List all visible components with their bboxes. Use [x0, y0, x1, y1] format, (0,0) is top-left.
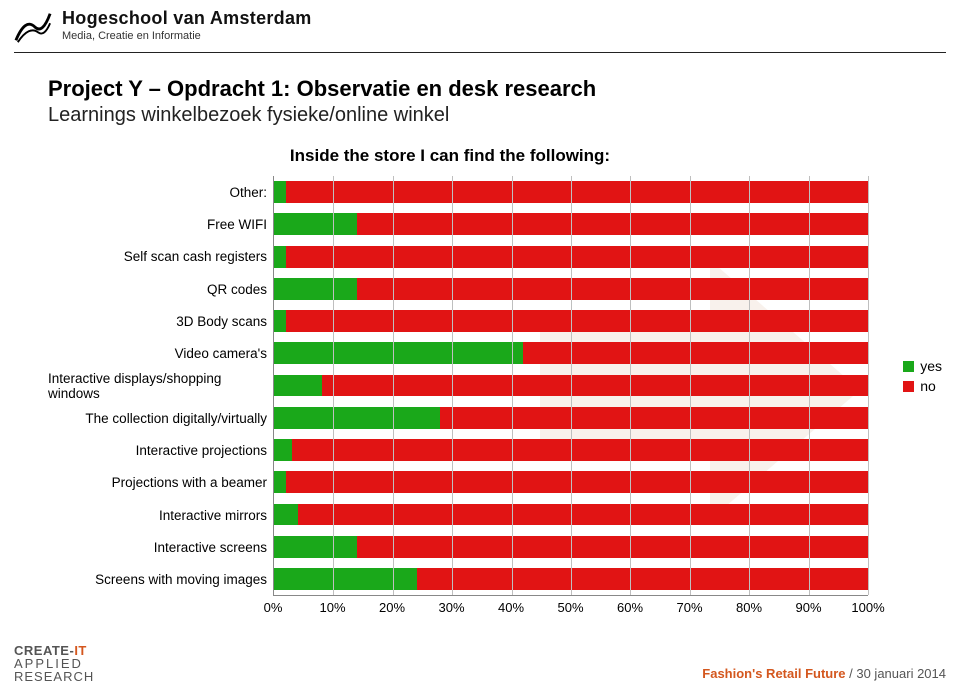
bar-segment-no	[286, 310, 868, 332]
bar-segment-yes	[274, 213, 357, 235]
legend-swatch-no	[903, 381, 914, 392]
x-tick-label: 0%	[264, 600, 283, 615]
gridline	[333, 176, 334, 595]
bar-segment-yes	[274, 471, 286, 493]
bar-segment-yes	[274, 536, 357, 558]
legend-swatch-yes	[903, 361, 914, 372]
footer-logo: CREATE-IT APPLIED RESEARCH	[14, 644, 94, 683]
x-tick-label: 60%	[617, 600, 643, 615]
x-tick-label: 20%	[379, 600, 405, 615]
bar-segment-no	[417, 568, 868, 590]
slide-subtitle: Learnings winkelbezoek fysieke/online wi…	[48, 104, 449, 127]
category-axis: Other:Free WIFISelf scan cash registersQ…	[48, 176, 273, 596]
x-tick-label: 50%	[557, 600, 583, 615]
gridline	[452, 176, 453, 595]
department-name: Media, Creatie en Informatie	[62, 30, 312, 42]
x-axis: 0%10%20%30%40%50%60%70%80%90%100%	[273, 598, 868, 620]
gridline	[571, 176, 572, 595]
category-label: QR codes	[48, 273, 273, 305]
legend-item-yes: yes	[903, 358, 942, 374]
bar-segment-yes	[274, 439, 292, 461]
bar-segment-no	[440, 407, 868, 429]
x-tick-label: 10%	[319, 600, 345, 615]
bar-segment-yes	[274, 568, 417, 590]
header-divider	[14, 52, 946, 53]
bar-segment-no	[298, 504, 868, 526]
gridline	[749, 176, 750, 595]
x-tick-label: 100%	[851, 600, 884, 615]
chart-title: Inside the store I can find the followin…	[0, 146, 900, 166]
footer-right: Fashion's Retail Future / 30 januari 201…	[702, 666, 946, 681]
bar-segment-yes	[274, 407, 440, 429]
category-label: Interactive displays/shopping windows	[48, 370, 273, 402]
bar-segment-no	[357, 278, 868, 300]
x-tick-label: 90%	[795, 600, 821, 615]
x-tick-label: 80%	[736, 600, 762, 615]
gridline	[630, 176, 631, 595]
institution-name: Hogeschool van Amsterdam	[62, 8, 312, 29]
bar-segment-no	[357, 213, 868, 235]
legend-item-no: no	[903, 378, 942, 394]
footer-date: 30 januari 2014	[856, 666, 946, 681]
bar-segment-yes	[274, 278, 357, 300]
category-label: Screens with moving images	[48, 564, 273, 596]
category-label: Projections with a beamer	[48, 467, 273, 499]
bar-segment-yes	[274, 504, 298, 526]
bar-segment-no	[286, 471, 868, 493]
category-label: 3D Body scans	[48, 305, 273, 337]
plot-area	[273, 176, 868, 596]
footer-presentation-title: Fashion's Retail Future	[702, 666, 845, 681]
x-tick-label: 40%	[498, 600, 524, 615]
category-label: Free WIFI	[48, 208, 273, 240]
bar-segment-yes	[274, 310, 286, 332]
gridline	[868, 176, 869, 595]
footer-logo-line3: RESEARCH	[14, 670, 94, 683]
category-label: Interactive screens	[48, 531, 273, 563]
institution-header: Hogeschool van Amsterdam Media, Creatie …	[14, 8, 312, 46]
legend-label-yes: yes	[920, 358, 942, 374]
legend: yes no	[903, 358, 942, 398]
bar-segment-yes	[274, 375, 322, 397]
category-label: Video camera's	[48, 338, 273, 370]
category-label: Other:	[48, 176, 273, 208]
gridline	[512, 176, 513, 595]
gridline	[690, 176, 691, 595]
gridline	[809, 176, 810, 595]
hva-logo-icon	[14, 8, 52, 46]
x-tick-label: 30%	[438, 600, 464, 615]
bar-segment-no	[286, 181, 868, 203]
slide-title: Project Y – Opdracht 1: Observatie en de…	[48, 76, 596, 102]
category-label: Interactive mirrors	[48, 499, 273, 531]
bar-segment-no	[357, 536, 868, 558]
bar-segment-yes	[274, 246, 286, 268]
bar-segment-yes	[274, 342, 523, 364]
bar-segment-no	[286, 246, 868, 268]
gridline	[393, 176, 394, 595]
bar-segment-yes	[274, 181, 286, 203]
category-label: Interactive projections	[48, 435, 273, 467]
x-tick-label: 70%	[676, 600, 702, 615]
bar-segment-no	[523, 342, 868, 364]
category-label: Self scan cash registers	[48, 241, 273, 273]
category-label: The collection digitally/virtually	[48, 402, 273, 434]
legend-label-no: no	[920, 378, 936, 394]
bar-segment-no	[292, 439, 868, 461]
footer-sep: /	[846, 666, 857, 681]
chart: Other:Free WIFISelf scan cash registersQ…	[48, 176, 868, 596]
bar-segment-no	[322, 375, 868, 397]
